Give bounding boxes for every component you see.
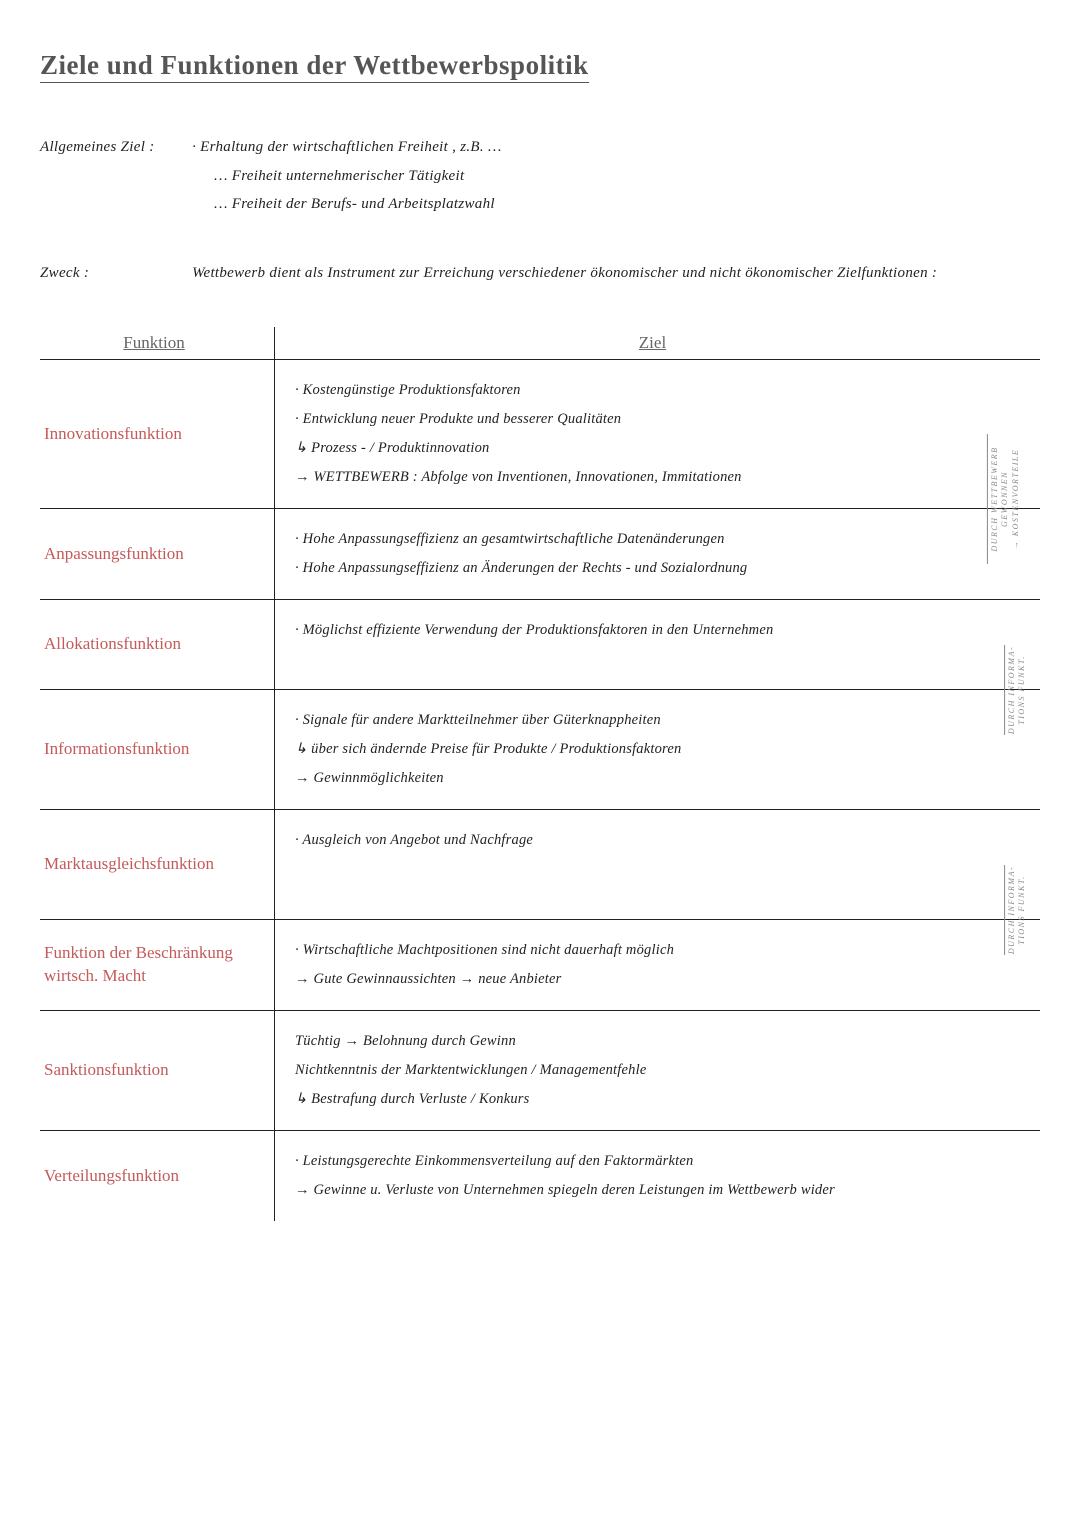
page-title: Ziele und Funktionen der Wettbewerbspoli…	[40, 50, 589, 83]
goal-text: · Ausgleich von Angebot und Nachfrage	[295, 816, 1030, 865]
table-row: Allokationsfunktion · Möglichst effizien…	[40, 600, 1040, 690]
zweck-text: Wettbewerb dient als Instrument zur Erre…	[192, 259, 1032, 288]
allgemeines-line3: … Freiheit der Berufs- und Arbeitsplatzw…	[192, 196, 495, 212]
goal-text: · Hohe Anpassungseffizienz an gesamtwirt…	[295, 515, 1030, 593]
intro-zweck: Zweck : Wettbewerb dient als Instrument …	[40, 259, 1040, 288]
goal-text: · Wirtschaftliche Machtpositionen sind n…	[295, 926, 1030, 1004]
table-row: Informationsfunktion · Signale für ander…	[40, 690, 1040, 810]
zweck-label: Zweck :	[40, 259, 188, 288]
func-name: Informationsfunktion	[44, 738, 189, 761]
goal-text: · Kostengünstige Produktionsfaktoren· En…	[295, 366, 1030, 502]
allgemeines-line1: · Erhaltung der wirtschaftlichen Freihei…	[192, 139, 502, 155]
func-name: Innovationsfunktion	[44, 423, 182, 446]
goal-text: · Möglichst effiziente Verwendung der Pr…	[295, 606, 1030, 655]
table-row: Marktausgleichsfunktion · Ausgleich von …	[40, 810, 1040, 920]
intro-allgemeines: Allgemeines Ziel : · Erhaltung der wirts…	[40, 133, 1040, 219]
goal-text: · Signale für andere Marktteilnehmer übe…	[295, 696, 1030, 803]
func-name: Funktion der Beschränkung wirtsch. Macht	[44, 942, 264, 988]
func-name: Anpassungsfunktion	[44, 543, 184, 566]
allgemeines-label: Allgemeines Ziel :	[40, 133, 188, 162]
table-row: Sanktionsfunktion Tüchtig → Belohnung du…	[40, 1011, 1040, 1131]
goal-text: Tüchtig → Belohnung durch GewinnNichtken…	[295, 1017, 1030, 1124]
function-table: Funktion Ziel Innovationsfunktion · Kost…	[40, 327, 1040, 1221]
func-name: Verteilungsfunktion	[44, 1165, 179, 1188]
table-row: Anpassungsfunktion · Hohe Anpassungseffi…	[40, 509, 1040, 600]
table-header: Funktion Ziel	[40, 327, 1040, 360]
header-funktion: Funktion	[40, 327, 275, 359]
table-row: Verteilungsfunktion · Leistungsgerechte …	[40, 1131, 1040, 1221]
table-row: Innovationsfunktion · Kostengünstige Pro…	[40, 360, 1040, 509]
header-ziel: Ziel	[275, 327, 1040, 359]
func-name: Allokationsfunktion	[44, 633, 181, 656]
goal-text: · Leistungsgerechte Einkommensverteilung…	[295, 1137, 1030, 1215]
func-name: Sanktionsfunktion	[44, 1059, 169, 1082]
func-name: Marktausgleichsfunktion	[44, 853, 214, 876]
table-row: Funktion der Beschränkung wirtsch. Macht…	[40, 920, 1040, 1011]
allgemeines-line2: … Freiheit unternehmerischer Tätigkeit	[192, 168, 464, 184]
